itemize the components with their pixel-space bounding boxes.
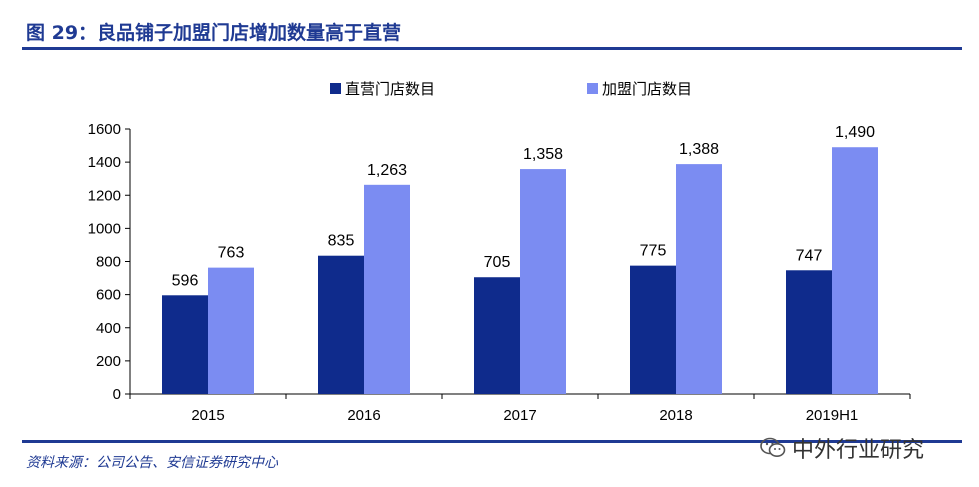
source-note: 资料来源：公司公告、安信证券研究中心: [26, 455, 278, 471]
data-label: 775: [640, 243, 667, 260]
bar: [364, 184, 410, 394]
data-label: 705: [484, 254, 511, 271]
bar: [474, 277, 520, 394]
footer-divider: [22, 440, 962, 443]
bar: [318, 255, 364, 394]
y-tick-label: 600: [96, 287, 121, 304]
data-label: 1,388: [679, 141, 719, 158]
data-label: 1,263: [367, 162, 407, 179]
y-tick-label: 800: [96, 254, 121, 271]
legend-swatch: [330, 83, 341, 94]
y-tick-label: 1000: [88, 220, 121, 237]
x-tick-label: 2015: [191, 407, 224, 424]
y-tick-label: 0: [113, 386, 121, 403]
legend-swatch: [587, 83, 598, 94]
y-tick-label: 200: [96, 353, 121, 370]
y-tick-label: 1600: [88, 121, 121, 138]
chart-bars: [162, 147, 878, 394]
bar: [832, 147, 878, 394]
chart-data-labels: 596 763 835 1,263 705 1,358 775 1,388 747 1,490: [172, 124, 875, 289]
title-divider: [22, 47, 962, 50]
data-label: 763: [218, 245, 245, 262]
y-tick-label: 1200: [88, 187, 121, 204]
y-tick-label: 1400: [88, 154, 121, 171]
data-label: 1,490: [835, 124, 875, 141]
watermark: 中外行业研究: [760, 432, 924, 464]
bar: [520, 169, 566, 394]
page-title: 图 29：良品铺子加盟门店增加数量高于直营: [26, 22, 402, 44]
legend-label: 加盟门店数目: [602, 80, 692, 98]
x-tick-label: 2018: [659, 407, 692, 424]
bar: [162, 295, 208, 394]
data-label: 835: [328, 233, 355, 250]
y-tick-label: 400: [96, 320, 121, 337]
bar: [208, 267, 254, 394]
x-tick-label: 2017: [503, 407, 536, 424]
watermark-text: 中外行业研究: [792, 438, 925, 463]
x-tick-label: 2016: [347, 407, 380, 424]
wechat-icon: [760, 437, 786, 457]
bar: [676, 164, 722, 394]
bar: [786, 270, 832, 394]
chart-legend: 直营门店数目 加盟门店数目: [330, 80, 692, 98]
legend-label: 直营门店数目: [345, 80, 435, 98]
data-label: 596: [172, 272, 199, 289]
x-tick-label: 2019H1: [806, 407, 859, 424]
data-label: 1,358: [523, 146, 563, 163]
data-label: 747: [796, 247, 823, 264]
bar: [630, 265, 676, 394]
